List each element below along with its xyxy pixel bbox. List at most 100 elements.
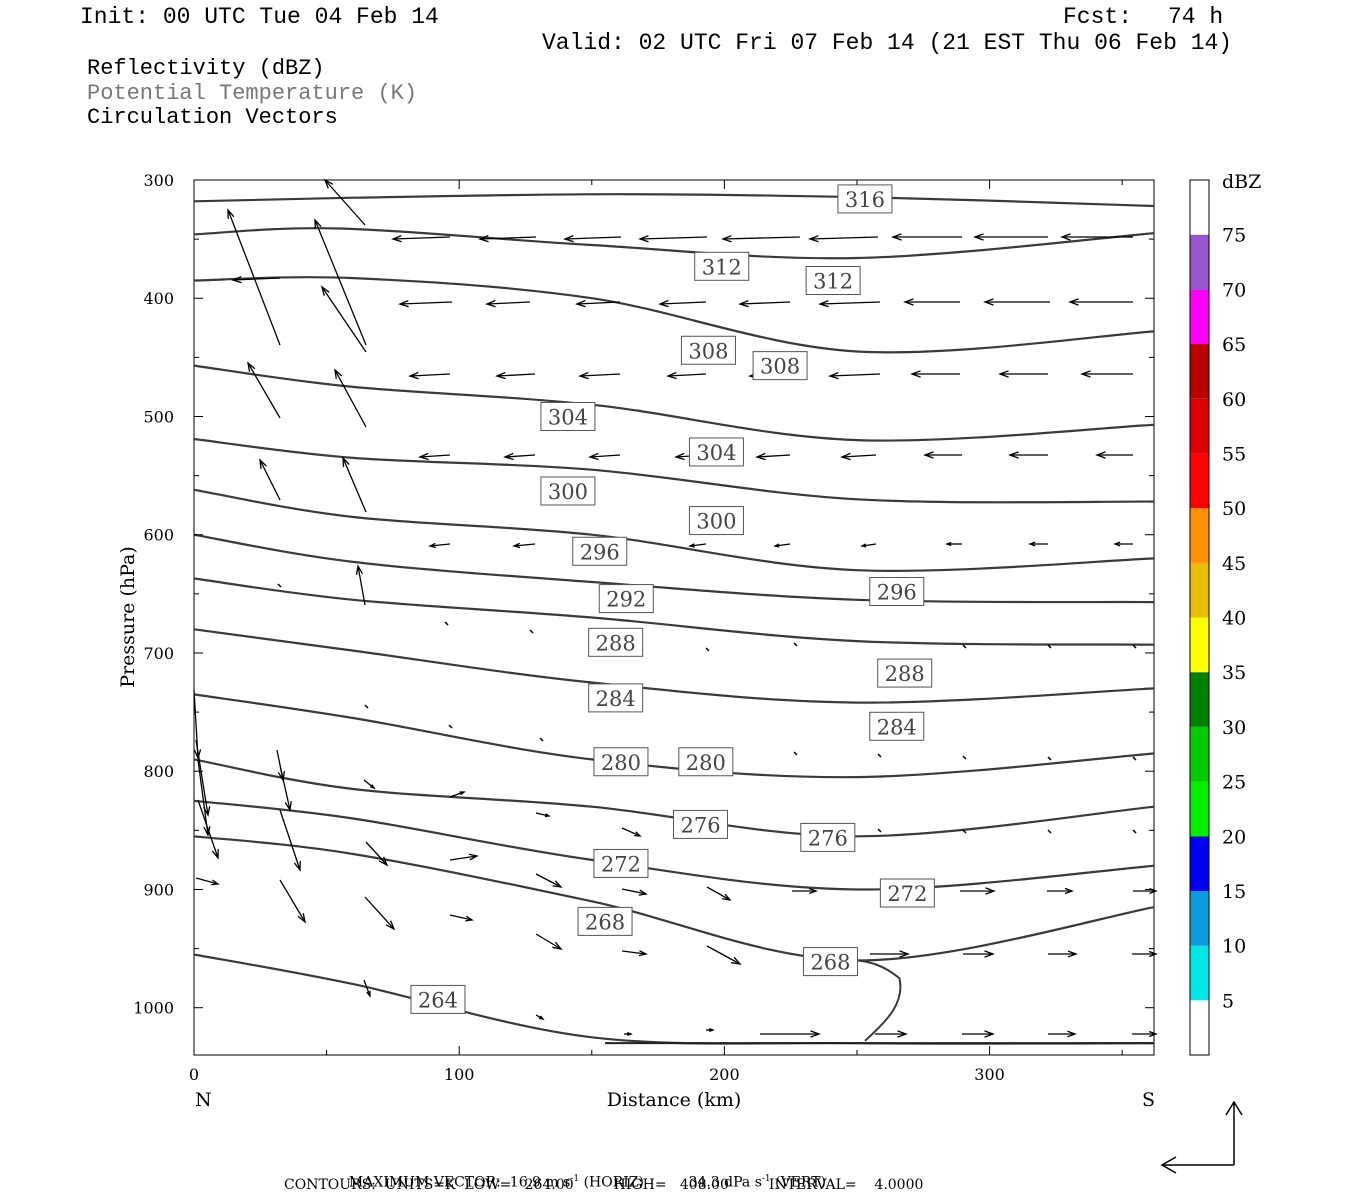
contour-label-text: 304	[548, 405, 588, 429]
circulation-vector	[535, 933, 563, 950]
circulation-vector	[259, 458, 281, 501]
circulation-vector	[903, 298, 960, 306]
theta-contour-264	[193, 953, 1155, 1045]
theta-contour-288	[193, 577, 1155, 646]
contour-info: CONTOURS: UNITS=K LOW= 264.00 HIGH= 408.…	[284, 1177, 924, 1193]
x-tick-label: 100	[444, 1065, 475, 1084]
contour-label: 296	[869, 576, 925, 606]
theta-contour-300	[193, 437, 1155, 504]
flow-dot	[962, 644, 967, 649]
field-circulation-vectors: Circulation Vectors	[87, 105, 338, 130]
circulation-vector	[495, 371, 536, 380]
contour-label: 292	[598, 584, 654, 614]
contour-label-text: 268	[810, 951, 850, 975]
flow-dot	[1047, 644, 1052, 649]
contour-label: 316	[837, 184, 893, 214]
theta-contour-292	[193, 533, 1155, 604]
colorbar-swatch	[1190, 453, 1209, 509]
colorbar-label: 55	[1222, 443, 1246, 465]
circulation-vector	[408, 371, 451, 380]
x-axis-title: Distance (km)	[607, 1089, 742, 1111]
colorbar-label: 75	[1222, 225, 1246, 247]
flow-dot	[529, 629, 534, 634]
contour-label-text: 308	[688, 339, 728, 363]
colorbar-label: 10	[1222, 936, 1246, 958]
contour-label-text: 312	[813, 270, 853, 294]
colorbar-swatch	[1190, 726, 1209, 782]
max-vector-label: MAXIMUM VECTOR:	[348, 1174, 501, 1191]
circulation-vector	[279, 764, 292, 812]
circulation-vector	[1095, 451, 1133, 459]
contour-label: 268	[802, 947, 858, 977]
circulation-vector	[706, 1027, 715, 1033]
circulation-vector	[334, 368, 367, 428]
circulation-vector	[658, 299, 707, 308]
circulation-vector	[364, 896, 396, 931]
flow-dot	[277, 583, 282, 588]
circulation-vector	[503, 452, 536, 461]
circulation-vector	[755, 452, 791, 461]
circulation-vector	[1047, 887, 1074, 895]
y-axis-title: Pressure (hPa)	[117, 546, 139, 688]
flow-dot	[962, 829, 967, 834]
colorbar-label: 15	[1222, 881, 1246, 903]
flow-dot	[1132, 756, 1137, 761]
circulation-vector	[621, 827, 642, 837]
circulation-vector	[1113, 541, 1133, 547]
y-tick-label: 400	[143, 289, 174, 308]
y-tick-label: 700	[143, 644, 174, 663]
flow-dot	[444, 621, 449, 626]
valid-time: Valid: 02 UTC Fri 07 Feb 14 (21 EST Thu …	[542, 30, 1233, 56]
contour-label-text: 292	[606, 588, 646, 612]
circulation-vector	[535, 1014, 545, 1020]
circulation-vector	[808, 235, 879, 243]
circulation-vector	[563, 234, 622, 243]
circulation-vector	[760, 1030, 821, 1038]
contour-label-text: 296	[580, 540, 620, 564]
contour-label-text: 296	[877, 580, 917, 604]
circulation-vector	[923, 451, 962, 459]
contour-label-text: 288	[596, 631, 636, 655]
circulation-vector	[706, 886, 732, 901]
flow-dot	[793, 751, 798, 756]
circulation-vector	[449, 791, 466, 798]
contour-label: 268	[577, 906, 633, 936]
flow-dot	[448, 724, 453, 729]
flow-dot	[793, 642, 798, 647]
y-tick-label: 1000	[133, 999, 174, 1018]
theta-contour-276	[193, 758, 1155, 838]
colorbar-swatch	[1190, 1000, 1209, 1055]
colorbar-label: 60	[1222, 389, 1246, 411]
reference-arrowhead-horizontal	[1160, 1156, 1177, 1174]
flow-dot	[1047, 829, 1052, 834]
contour-label-text: 272	[601, 852, 641, 876]
colorbar-swatch	[1190, 180, 1209, 235]
colorbar-swatch	[1190, 562, 1209, 618]
circulation-vector	[624, 1031, 633, 1037]
y-tick-label: 900	[143, 880, 174, 899]
circulation-vector	[363, 979, 371, 998]
x-tick-label: 0	[189, 1065, 199, 1084]
colorbar-label: 50	[1222, 498, 1246, 520]
circulation-vector	[279, 879, 306, 924]
circulation-vector	[197, 799, 219, 860]
vertical-unit: (VERT)	[775, 1174, 826, 1191]
init-time: Init: 00 UTC Tue 04 Feb 14	[80, 4, 439, 30]
circulation-vector	[363, 779, 376, 790]
circulation-vector	[428, 542, 451, 549]
contour-label-text: 304	[696, 441, 736, 465]
field-potential-temperature: Potential Temperature (K)	[87, 81, 418, 106]
plot-border	[193, 179, 1155, 1056]
circulation-vector	[279, 809, 301, 872]
flow-dot	[962, 755, 967, 760]
colorbar-unit: dBZ	[1222, 171, 1261, 193]
circulation-vector	[342, 456, 367, 513]
contour-label-text: 288	[885, 662, 925, 686]
circulation-vector-layer	[193, 178, 1158, 1038]
circulation-vector	[1028, 541, 1048, 547]
circulation-vector	[195, 877, 220, 886]
contour-label: 280	[678, 747, 734, 777]
theta-contour-316	[193, 193, 1155, 208]
flow-dot	[364, 704, 369, 709]
circulation-vector	[276, 749, 286, 782]
